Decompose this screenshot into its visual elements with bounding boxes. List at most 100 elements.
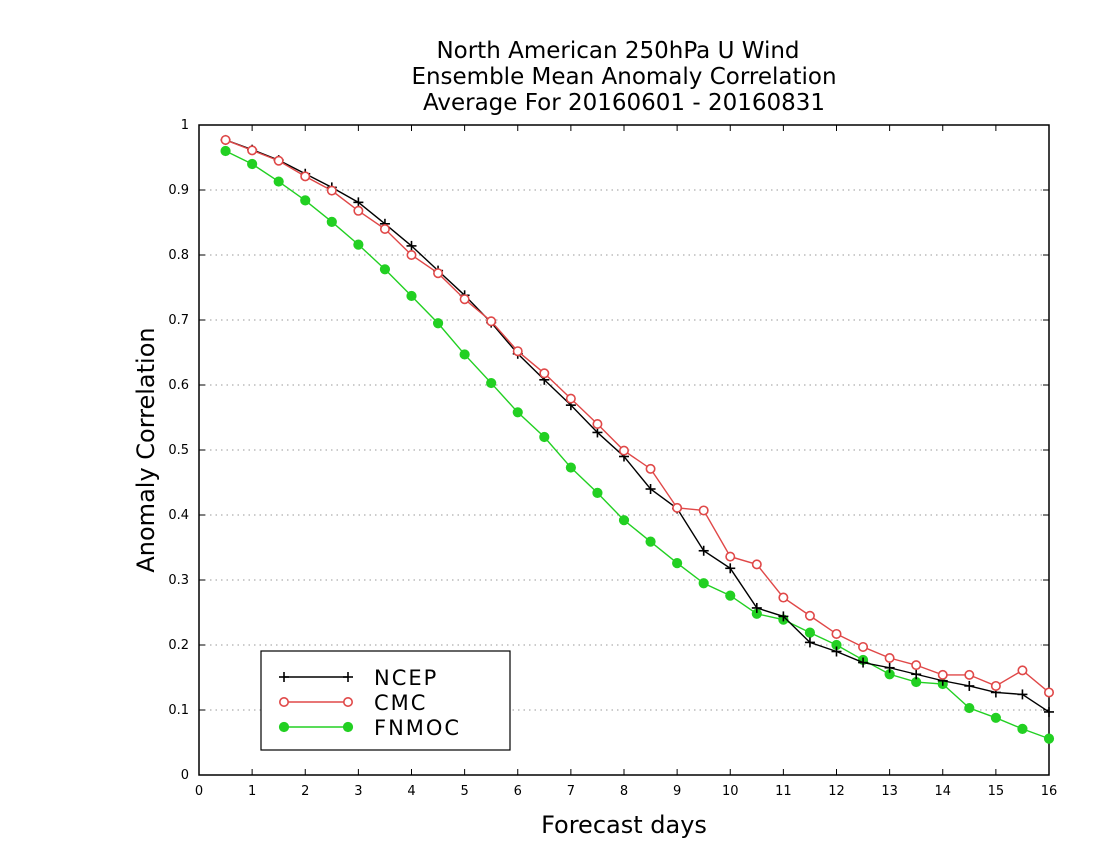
data-point-cmc xyxy=(512,346,523,357)
legend-marker xyxy=(278,721,290,733)
x-tick-label: 2 xyxy=(301,784,309,799)
data-point-fnmoc xyxy=(300,195,311,206)
data-point-cmc xyxy=(247,145,258,156)
y-tick-label: 0.7 xyxy=(168,313,189,328)
data-point-fnmoc xyxy=(247,158,258,170)
data-point-ncep xyxy=(645,484,656,494)
y-tick-label: 1 xyxy=(181,118,189,133)
data-point-cmc xyxy=(751,559,762,570)
data-point-cmc xyxy=(406,250,417,261)
y-tick-label: 0 xyxy=(181,768,189,783)
x-axis-label: Forecast days xyxy=(541,811,707,839)
legend-item-ncep: NCEP xyxy=(279,666,438,690)
x-tick-label: 8 xyxy=(620,784,628,799)
data-point-fnmoc xyxy=(539,431,550,443)
data-point-fnmoc xyxy=(964,702,975,714)
data-point-cmc xyxy=(804,610,815,621)
data-point-fnmoc xyxy=(432,318,444,329)
series-line-cmc xyxy=(225,139,1050,693)
x-tick-label: 11 xyxy=(775,784,792,799)
data-point-fnmoc xyxy=(592,487,603,498)
data-point-cmc xyxy=(858,641,869,652)
data-point-fnmoc xyxy=(512,407,523,418)
x-tick-label: 10 xyxy=(722,784,739,799)
data-point-fnmoc xyxy=(486,377,497,389)
data-point-fnmoc xyxy=(645,536,656,547)
data-point-cmc xyxy=(379,224,390,235)
data-point-ncep xyxy=(1017,689,1028,700)
chart-title-line-2: Ensemble Mean Anomaly Correlation xyxy=(411,64,836,90)
data-point-cmc xyxy=(300,171,311,182)
x-tick-label: 4 xyxy=(407,784,415,799)
x-axis: 0 1 2 3 4 5 6 7 8 9 10 11 12 13 14 15 16 xyxy=(195,125,1057,799)
data-point-cmc xyxy=(964,669,975,680)
x-tick-label: 14 xyxy=(934,784,951,799)
data-point-ncep xyxy=(725,563,736,574)
data-point-fnmoc xyxy=(990,712,1001,723)
x-tick-label: 5 xyxy=(460,784,468,799)
y-tick-label: 0.1 xyxy=(168,703,189,718)
data-point-fnmoc xyxy=(326,216,337,227)
data-point-ncep xyxy=(964,680,975,691)
data-point-ncep xyxy=(804,637,815,648)
y-axis-label: Anomaly Correlation xyxy=(132,327,160,572)
legend-marker xyxy=(279,672,289,682)
data-point-cmc xyxy=(698,505,709,516)
x-tick-label: 13 xyxy=(881,784,898,799)
data-point-cmc xyxy=(353,205,364,216)
x-tick-label: 9 xyxy=(673,784,681,799)
data-point-fnmoc xyxy=(565,462,576,473)
data-point-cmc xyxy=(565,393,576,404)
y-tick-label: 0.3 xyxy=(168,573,189,588)
data-point-fnmoc xyxy=(672,558,683,569)
data-point-cmc xyxy=(645,463,656,474)
legend-marker xyxy=(343,672,353,682)
data-point-cmc xyxy=(1044,687,1055,698)
legend-label-fnmoc: FNMOC xyxy=(374,716,461,740)
data-point-ncep xyxy=(884,662,895,673)
data-point-fnmoc xyxy=(406,290,417,302)
data-point-ncep xyxy=(778,611,789,622)
data-point-fnmoc xyxy=(1043,733,1055,744)
data-point-fnmoc xyxy=(725,590,736,601)
y-tick-label: 0.2 xyxy=(168,638,189,653)
data-point-fnmoc xyxy=(698,578,709,589)
legend-item-fnmoc: FNMOC xyxy=(278,716,461,740)
y-tick-label: 0.8 xyxy=(168,248,189,263)
data-point-cmc xyxy=(1017,665,1028,676)
series-layer xyxy=(220,134,1055,744)
x-tick-label: 1 xyxy=(248,784,256,799)
data-point-fnmoc xyxy=(353,239,364,250)
data-point-ncep xyxy=(751,602,762,613)
y-tick-label: 0.5 xyxy=(168,443,189,458)
x-tick-label: 12 xyxy=(828,784,845,799)
legend-item-cmc: CMC xyxy=(278,691,425,715)
data-point-fnmoc xyxy=(459,349,470,360)
data-point-ncep xyxy=(858,657,869,668)
data-point-fnmoc xyxy=(273,176,284,187)
legend-marker xyxy=(342,696,353,707)
data-point-cmc xyxy=(672,502,683,513)
legend-label-ncep: NCEP xyxy=(374,666,438,690)
chart-title-line-1: North American 250hPa U Wind xyxy=(436,38,799,64)
data-point-cmc xyxy=(725,551,736,562)
x-tick-label: 16 xyxy=(1041,784,1058,799)
data-point-cmc xyxy=(990,680,1001,691)
data-point-cmc xyxy=(911,660,922,671)
x-tick-label: 3 xyxy=(354,784,362,799)
chart-title-line-3: Average For 20160601 - 20160831 xyxy=(423,90,825,116)
y-tick-label: 0.4 xyxy=(168,508,189,523)
data-point-cmc xyxy=(220,134,231,145)
data-point-fnmoc xyxy=(379,264,391,275)
data-point-cmc xyxy=(592,418,603,429)
data-point-cmc xyxy=(831,628,842,639)
data-point-cmc xyxy=(884,652,895,663)
y-axis: 0 0.1 0.2 0.3 0.4 0.5 0.6 0.7 0.8 0.9 1 xyxy=(168,118,1049,783)
series-ncep xyxy=(220,134,1054,717)
series-fnmoc xyxy=(220,145,1055,744)
legend-marker xyxy=(278,696,289,707)
data-point-cmc xyxy=(273,155,284,166)
data-point-fnmoc xyxy=(220,145,231,157)
